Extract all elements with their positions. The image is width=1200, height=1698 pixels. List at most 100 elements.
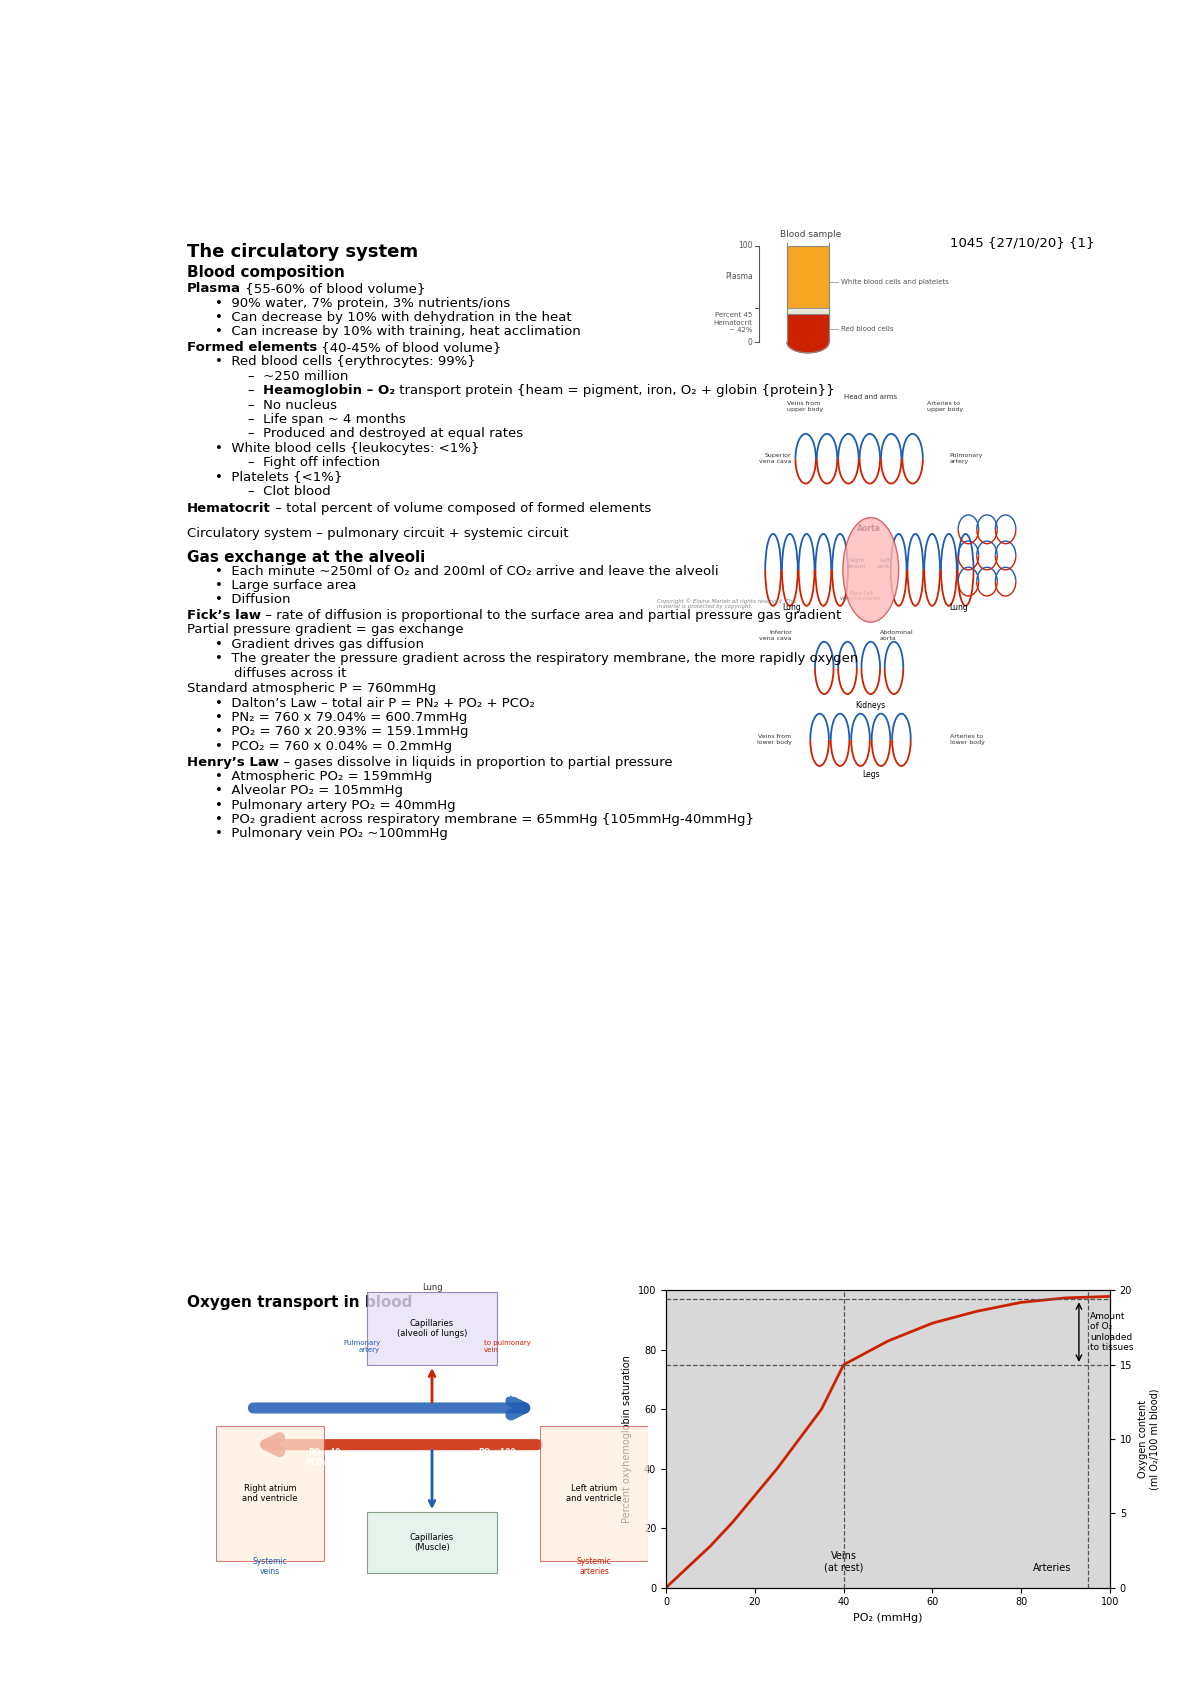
Text: 0: 0 <box>748 338 752 346</box>
Text: The circulatory system: The circulatory system <box>187 243 419 261</box>
Text: –  No nucleus: – No nucleus <box>247 399 337 411</box>
Text: Pulmonary
artery: Pulmonary artery <box>343 1340 380 1353</box>
Text: Arteries: Arteries <box>1033 1562 1072 1572</box>
Text: Gas exchange at the alveoli: Gas exchange at the alveoli <box>187 550 426 565</box>
Text: Percent 45: Percent 45 <box>715 312 752 318</box>
Text: – gases dissolve in liquids in proportion to partial pressure: – gases dissolve in liquids in proportio… <box>280 756 673 769</box>
Bar <box>367 1511 497 1572</box>
Text: Circulatory system – pulmonary circuit + systemic circuit: Circulatory system – pulmonary circuit +… <box>187 526 569 540</box>
Text: •  Gradient drives gas diffusion: • Gradient drives gas diffusion <box>215 638 424 650</box>
Text: Blood sample: Blood sample <box>780 229 841 239</box>
Text: Left
vent.: Left vent. <box>877 559 893 569</box>
Text: •  PCO₂ = 760 x 0.04% = 0.2mmHg: • PCO₂ = 760 x 0.04% = 0.2mmHg <box>215 740 452 752</box>
Text: •  90% water, 7% protein, 3% nutrients/ions: • 90% water, 7% protein, 3% nutrients/io… <box>215 297 510 309</box>
Text: –  Clot blood: – Clot blood <box>247 486 330 498</box>
Text: Capillaries
(alveoli of lungs): Capillaries (alveoli of lungs) <box>397 1319 467 1338</box>
Text: Fick’s law: Fick’s law <box>187 610 262 621</box>
Text: {40-45% of blood volume}: {40-45% of blood volume} <box>318 341 502 355</box>
Bar <box>787 246 829 309</box>
Text: •  PN₂ = 760 x 79.04% = 600.7mmHg: • PN₂ = 760 x 79.04% = 600.7mmHg <box>215 711 468 723</box>
Text: Lung: Lung <box>949 603 968 611</box>
Text: •  Red blood cells {erythrocytes: 99%}: • Red blood cells {erythrocytes: 99%} <box>215 355 476 368</box>
Text: Head and arms: Head and arms <box>844 394 898 401</box>
Text: Abdominal
aorta: Abdominal aorta <box>880 630 913 640</box>
Text: •  White blood cells {leukocytes: <1%}: • White blood cells {leukocytes: <1%} <box>215 441 480 455</box>
Text: Capillaries
(Muscle): Capillaries (Muscle) <box>410 1533 454 1552</box>
Text: –  ~250 million: – ~250 million <box>247 370 348 382</box>
Text: Hematocrit
~ 42%: Hematocrit ~ 42% <box>714 321 752 333</box>
Text: White blood cells and platelets: White blood cells and platelets <box>841 278 949 285</box>
Text: PO₂=100
PCO₂=40: PO₂=100 PCO₂=40 <box>478 1379 516 1399</box>
Text: Aorta: Aorta <box>857 525 881 533</box>
Text: {55-60% of blood volume}: {55-60% of blood volume} <box>241 282 426 295</box>
Text: •  Pulmonary artery PO₂ = 40mmHg: • Pulmonary artery PO₂ = 40mmHg <box>215 798 456 812</box>
Text: •  Can decrease by 10% with dehydration in the heat: • Can decrease by 10% with dehydration i… <box>215 311 571 324</box>
Text: Standard atmospheric P = 760mmHg: Standard atmospheric P = 760mmHg <box>187 683 437 694</box>
Text: 1045 {27/10/20} {1}: 1045 {27/10/20} {1} <box>950 236 1094 250</box>
Text: •  Can increase by 10% with training, heat acclimation: • Can increase by 10% with training, hea… <box>215 326 581 338</box>
Text: Red blood cells: Red blood cells <box>841 326 894 333</box>
Text: Plasma: Plasma <box>725 272 752 282</box>
Polygon shape <box>787 343 829 353</box>
Text: –  Produced and destroyed at equal rates: – Produced and destroyed at equal rates <box>247 428 523 440</box>
Text: Henry’s Law: Henry’s Law <box>187 756 280 769</box>
Ellipse shape <box>842 518 899 621</box>
Bar <box>787 309 829 314</box>
Text: Legs: Legs <box>862 769 880 779</box>
Text: Plasma: Plasma <box>187 282 241 295</box>
Text: Copyright © Elaine Marieb all rights reserved. This: Copyright © Elaine Marieb all rights res… <box>656 599 797 604</box>
Text: Lung: Lung <box>421 1282 443 1292</box>
Text: Veins from
upper body: Veins from upper body <box>787 401 823 413</box>
Text: •  Pulmonary vein PO₂ ~100mmHg: • Pulmonary vein PO₂ ~100mmHg <box>215 827 448 841</box>
Text: Systemic
arteries: Systemic arteries <box>577 1557 611 1576</box>
Text: – rate of diffusion is proportional to the surface area and partial pressure gas: – rate of diffusion is proportional to t… <box>262 610 841 621</box>
Text: •  The greater the pressure gradient across the respiratory membrane, the more r: • The greater the pressure gradient acro… <box>215 652 858 666</box>
Text: Right
atrium: Right atrium <box>847 559 866 569</box>
Text: Lung: Lung <box>782 603 802 611</box>
Text: Formed elements: Formed elements <box>187 341 318 355</box>
Text: Kidneys: Kidneys <box>856 701 886 710</box>
Text: •  Large surface area: • Large surface area <box>215 579 356 593</box>
Text: •  Platelets {<1%}: • Platelets {<1%} <box>215 470 342 484</box>
Text: Superior
vena cava: Superior vena cava <box>760 453 792 464</box>
Text: transport protein {heam = pigment, iron, O₂ + globin {protein}}: transport protein {heam = pigment, iron,… <box>395 384 834 397</box>
Text: •  Each minute ~250ml of O₂ and 200ml of CO₂ arrive and leave the alveoli: • Each minute ~250ml of O₂ and 200ml of … <box>215 565 719 577</box>
Text: Inferior
vena cava: Inferior vena cava <box>760 630 792 640</box>
Text: material is protected by copyright.: material is protected by copyright. <box>656 604 752 610</box>
Text: PO₂=100
PCO₂=40: PO₂=100 PCO₂=40 <box>478 1448 516 1467</box>
Text: Oxygen transport in blood: Oxygen transport in blood <box>187 1296 413 1311</box>
Text: Hematocrit: Hematocrit <box>187 503 271 514</box>
Text: 100: 100 <box>738 241 752 250</box>
Text: Heamoglobin – O₂: Heamoglobin – O₂ <box>263 384 395 397</box>
Text: •  PO₂ gradient across respiratory membrane = 65mmHg {105mmHg-40mmHg}: • PO₂ gradient across respiratory membra… <box>215 813 754 825</box>
Text: Arteries to
upper body: Arteries to upper body <box>926 401 962 413</box>
Y-axis label: Percent oxyhemoglobin saturation: Percent oxyhemoglobin saturation <box>623 1355 632 1523</box>
Text: Partial pressure gradient = gas exchange: Partial pressure gradient = gas exchange <box>187 623 464 637</box>
Text: PO₂=40
PCO₂=46: PO₂=40 PCO₂=46 <box>305 1448 343 1467</box>
Text: •  Atmospheric PO₂ = 159mmHg: • Atmospheric PO₂ = 159mmHg <box>215 769 432 783</box>
Text: •  Dalton’s Law – total air P = PN₂ + PO₂ + PCO₂: • Dalton’s Law – total air P = PN₂ + PO₂… <box>215 696 535 710</box>
Text: Right atrium
and ventricle: Right atrium and ventricle <box>242 1484 298 1503</box>
Text: Veins
(at rest): Veins (at rest) <box>824 1552 863 1572</box>
Text: Veins from
lower body: Veins from lower body <box>757 735 792 745</box>
Text: Amount
of O₂
unloaded
to tissues: Amount of O₂ unloaded to tissues <box>1090 1313 1134 1352</box>
Text: Blood composition: Blood composition <box>187 265 346 280</box>
Text: PO₂=40
PCO₂=46: PO₂=40 PCO₂=46 <box>305 1379 343 1399</box>
FancyArrowPatch shape <box>253 1401 524 1414</box>
X-axis label: PO₂ (mmHg): PO₂ (mmHg) <box>853 1613 923 1623</box>
Bar <box>216 1426 324 1560</box>
Text: Right-Left
ventricle margin.: Right-Left ventricle margin. <box>840 591 882 601</box>
Text: Pulmonary
artery: Pulmonary artery <box>950 453 983 464</box>
Text: Systemic
veins: Systemic veins <box>253 1557 287 1576</box>
Text: –  Life span ~ 4 months: – Life span ~ 4 months <box>247 413 406 426</box>
Bar <box>367 1292 497 1365</box>
FancyArrowPatch shape <box>265 1438 538 1452</box>
Text: – total percent of volume composed of formed elements: – total percent of volume composed of fo… <box>271 503 652 514</box>
Text: •  PO₂ = 760 x 20.93% = 159.1mmHg: • PO₂ = 760 x 20.93% = 159.1mmHg <box>215 725 469 739</box>
Text: Left atrium
and ventricle: Left atrium and ventricle <box>566 1484 622 1503</box>
Text: Arteries to
lower body: Arteries to lower body <box>950 735 985 745</box>
Bar <box>540 1426 648 1560</box>
Text: •  Alveolar PO₂ = 105mmHg: • Alveolar PO₂ = 105mmHg <box>215 784 403 798</box>
Text: –  Fight off infection: – Fight off infection <box>247 457 379 469</box>
Y-axis label: Oxygen content
(ml O₂/100 ml blood): Oxygen content (ml O₂/100 ml blood) <box>1138 1389 1159 1489</box>
